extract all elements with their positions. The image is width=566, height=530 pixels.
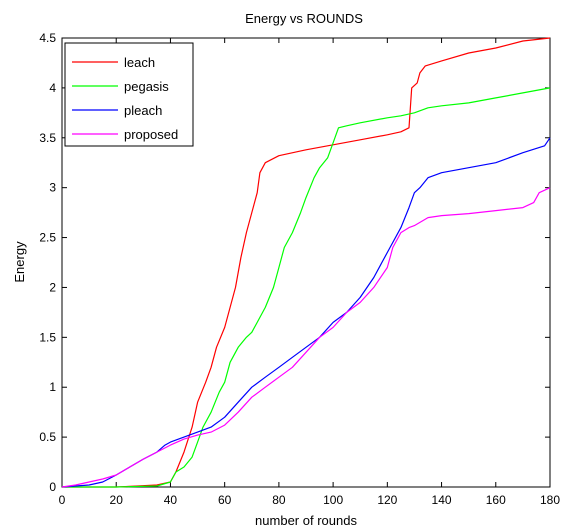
y-tick-label: 0	[49, 480, 56, 494]
y-tick-label: 1.5	[39, 330, 56, 344]
x-tick-label: 40	[164, 493, 178, 507]
series-layer	[61, 37, 551, 488]
y-tick-label: 4	[49, 81, 56, 95]
series-line-proposed	[61, 187, 551, 488]
legend: leach pegasis pleach proposed	[64, 42, 194, 147]
x-tick-label: 160	[486, 493, 506, 507]
y-axis-label: Energy	[12, 241, 27, 283]
series-line-leach	[62, 37, 551, 488]
series-line-pegasis	[62, 87, 551, 488]
y-tick-label: 0.5	[39, 430, 56, 444]
y-tick-label: 3.5	[39, 131, 56, 145]
x-tick-label: 180	[540, 493, 560, 507]
y-tick-label: 4.5	[39, 31, 56, 45]
x-tick-label: 140	[432, 493, 452, 507]
y-tick-label: 2.5	[39, 231, 56, 245]
legend-label-pleach: pleach	[124, 103, 162, 118]
x-tick-label: 20	[110, 493, 124, 507]
y-tick-label: 2	[49, 280, 56, 294]
y-tick-label: 1	[49, 380, 56, 394]
y-axis-ticks: 0 0.5 1 1.5 2 2.5 3 3.5 4 4.5	[39, 31, 550, 494]
x-tick-label: 60	[218, 493, 232, 507]
x-tick-label: 100	[323, 493, 343, 507]
legend-label-leach: leach	[124, 55, 155, 70]
x-tick-label: 80	[272, 493, 286, 507]
legend-box	[64, 42, 194, 147]
x-axis-ticks: 0 20 40 60 80 100 120 140 160 180	[59, 38, 560, 507]
legend-label-proposed: proposed	[124, 127, 178, 142]
chart-title: Energy vs ROUNDS	[245, 11, 363, 26]
y-tick-label: 3	[49, 181, 56, 195]
x-axis-label: number of rounds	[255, 513, 357, 528]
x-tick-label: 0	[59, 493, 66, 507]
x-tick-label: 120	[377, 493, 397, 507]
legend-label-pegasis: pegasis	[124, 79, 169, 94]
